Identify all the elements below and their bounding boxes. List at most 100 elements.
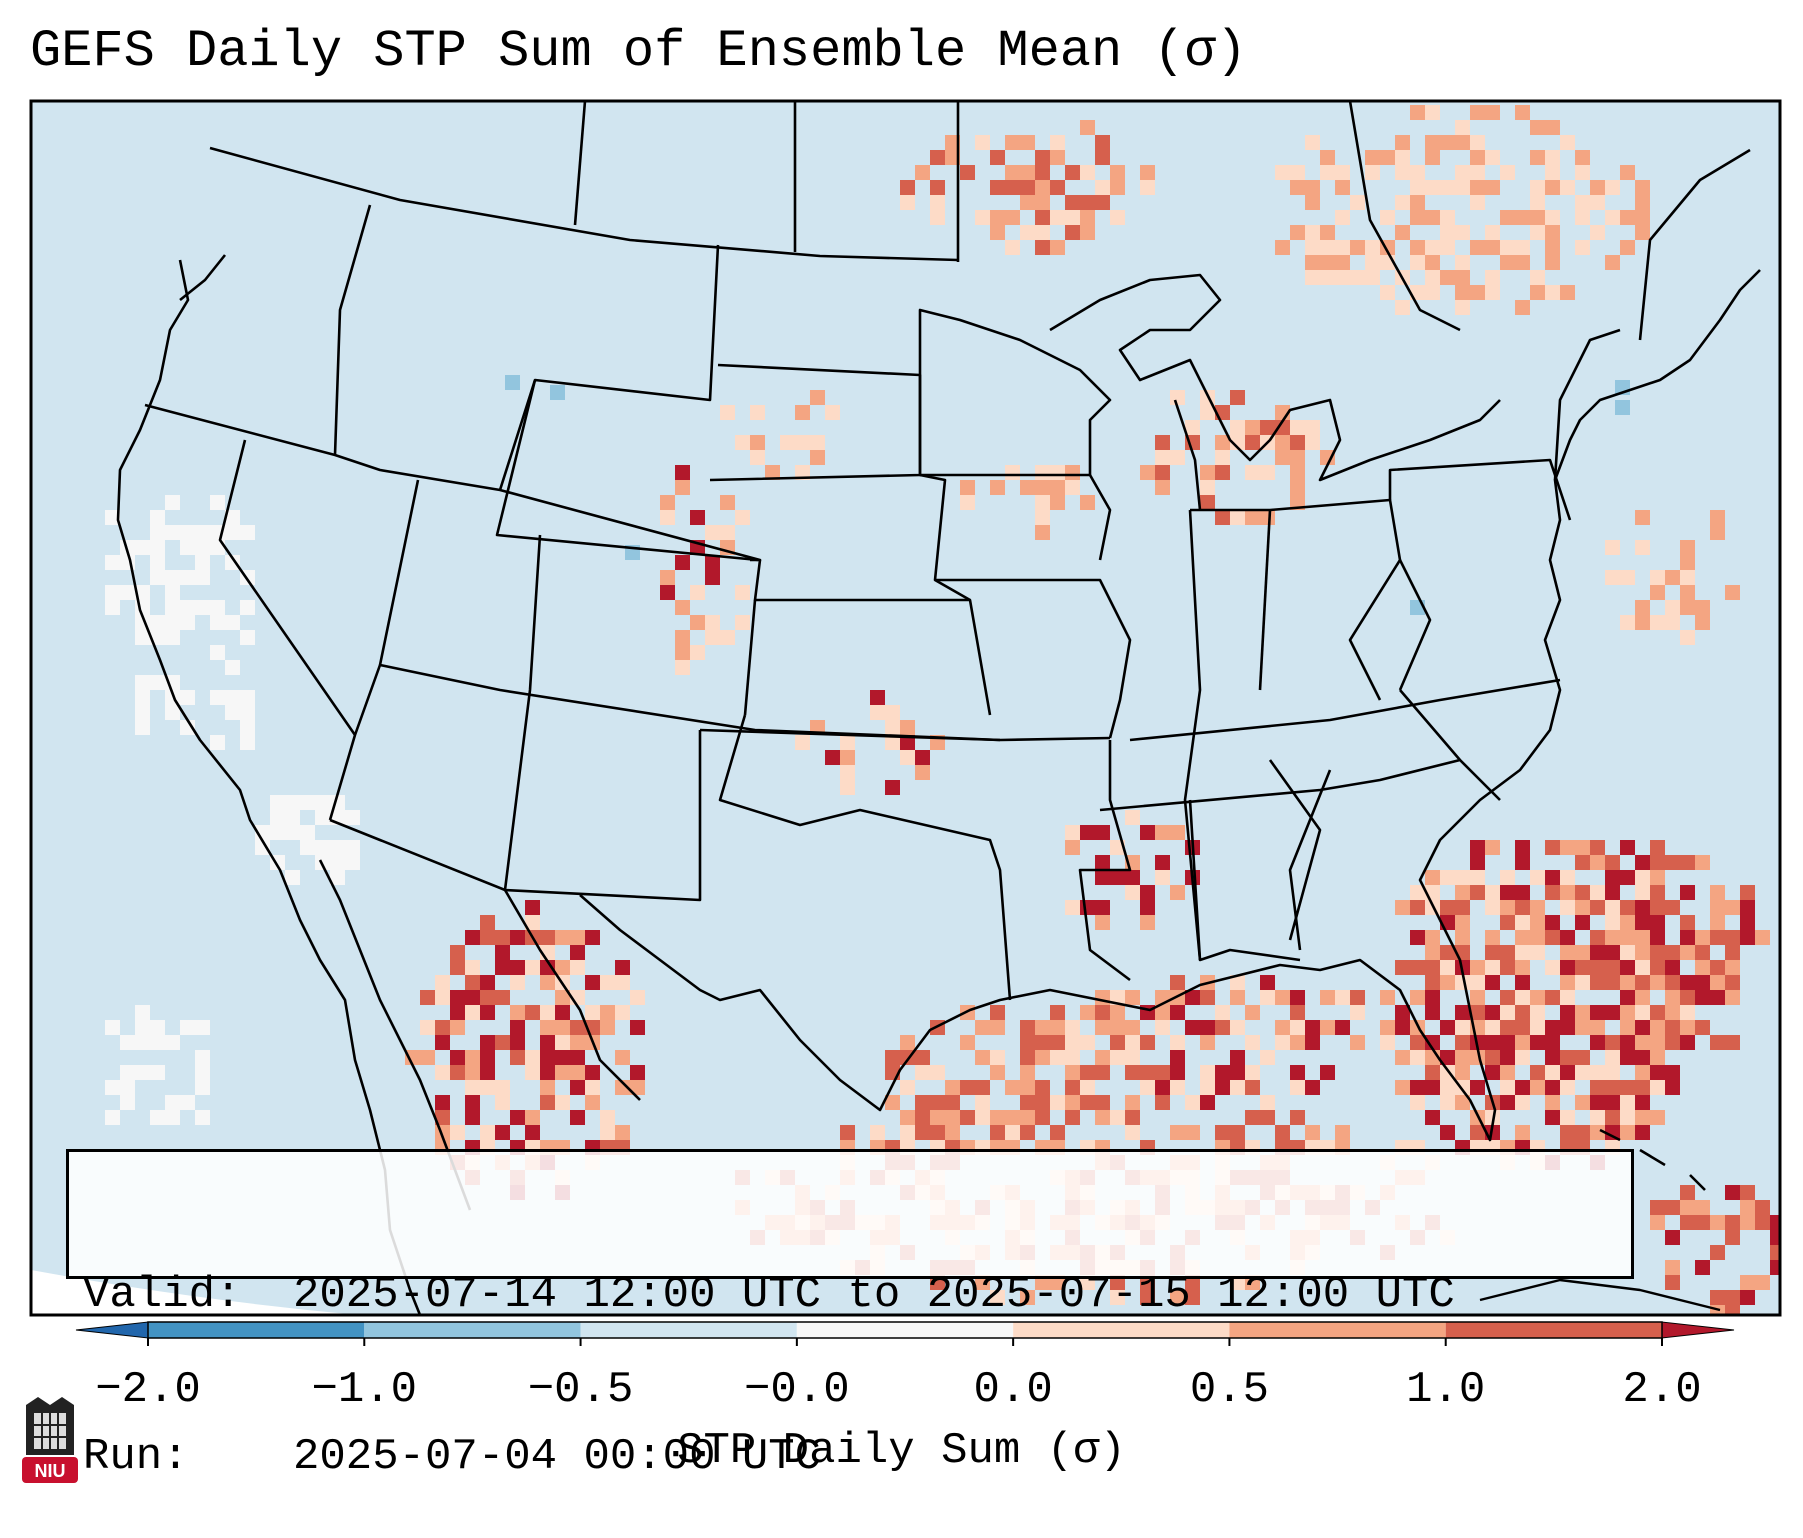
anomaly-cell (1035, 165, 1050, 180)
anomaly-cell (1485, 270, 1500, 285)
anomaly-cell (1485, 225, 1500, 240)
anomaly-cell (315, 795, 330, 810)
anomaly-cell (1155, 1065, 1170, 1080)
anomaly-cell (1200, 1065, 1215, 1080)
anomaly-cell (675, 630, 690, 645)
anomaly-cell (1680, 915, 1695, 930)
anomaly-cell (1065, 1080, 1080, 1095)
anomaly-cell (1410, 255, 1425, 270)
anomaly-cell (1590, 1080, 1605, 1095)
anomaly-cell (990, 1290, 1005, 1305)
anomaly-cell (1320, 1065, 1335, 1080)
anomaly-cell (1545, 165, 1560, 180)
anomaly-cell (495, 1095, 510, 1110)
anomaly-cell (750, 405, 765, 420)
anomaly-cell (1170, 450, 1185, 465)
anomaly-cell (480, 1125, 495, 1140)
anomaly-cell (1020, 180, 1035, 195)
anomaly-cell (195, 555, 210, 570)
anomaly-cell (1695, 945, 1710, 960)
anomaly-cell (1515, 975, 1530, 990)
anomaly-cell (1020, 1110, 1035, 1125)
anomaly-cell (1770, 1230, 1780, 1245)
anomaly-cell (450, 960, 465, 975)
anomaly-cell (1275, 240, 1290, 255)
anomaly-cell (840, 750, 855, 765)
anomaly-cell (1425, 975, 1440, 990)
anomaly-cell (1515, 1095, 1530, 1110)
anomaly-cell (300, 840, 315, 855)
anomaly-cell (330, 870, 345, 885)
anomaly-cell (345, 840, 360, 855)
anomaly-cell (1770, 1215, 1780, 1230)
anomaly-cell (300, 825, 315, 840)
anomaly-cell (1665, 615, 1680, 630)
anomaly-cell (1515, 960, 1530, 975)
anomaly-cell (1095, 1005, 1110, 1020)
anomaly-cell (1110, 1110, 1125, 1125)
anomaly-cell (1020, 1050, 1035, 1065)
anomaly-cell (450, 945, 465, 960)
anomaly-cell (1620, 1110, 1635, 1125)
anomaly-cell (1470, 960, 1485, 975)
anomaly-field-layer (105, 105, 1780, 1315)
anomaly-cell (990, 480, 1005, 495)
anomaly-cell (1545, 120, 1560, 135)
anomaly-cell (1425, 1035, 1440, 1050)
anomaly-cell (135, 690, 150, 705)
anomaly-cell (1695, 990, 1710, 1005)
anomaly-cell (1095, 1065, 1110, 1080)
anomaly-cell (180, 1020, 195, 1035)
anomaly-cell (1530, 945, 1545, 960)
anomaly-cell (1545, 225, 1560, 240)
anomaly-cell (1515, 930, 1530, 945)
anomaly-cell (1560, 180, 1575, 195)
anomaly-cell (750, 450, 765, 465)
anomaly-cell (1485, 240, 1500, 255)
anomaly-cell (1770, 1260, 1780, 1275)
anomaly-cell (165, 585, 180, 600)
anomaly-cell (1440, 945, 1455, 960)
anomaly-cell (1080, 1065, 1095, 1080)
anomaly-cell (705, 630, 720, 645)
anomaly-cell (1725, 1290, 1740, 1305)
anomaly-cell (1485, 180, 1500, 195)
anomaly-cell (1440, 975, 1455, 990)
anomaly-cell (1515, 885, 1530, 900)
anomaly-cell (285, 795, 300, 810)
anomaly-cell (1440, 210, 1455, 225)
anomaly-cell (1320, 270, 1335, 285)
anomaly-cell (990, 210, 1005, 225)
anomaly-cell (1605, 960, 1620, 975)
anomaly-cell (1710, 510, 1725, 525)
anomaly-cell (1680, 630, 1695, 645)
anomaly-cell (1425, 1065, 1440, 1080)
anomaly-cell (1020, 1290, 1035, 1305)
anomaly-cell (1410, 1050, 1425, 1065)
anomaly-cell (165, 525, 180, 540)
anomaly-cell (1305, 1125, 1320, 1140)
anomaly-cell (495, 1035, 510, 1050)
anomaly-cell (165, 1095, 180, 1110)
anomaly-cell (1170, 1080, 1185, 1095)
anomaly-cell (1395, 960, 1410, 975)
anomaly-cell (930, 180, 945, 195)
anomaly-cell (150, 1110, 165, 1125)
anomaly-cell (1290, 1065, 1305, 1080)
anomaly-cell (150, 1035, 165, 1050)
anomaly-cell (180, 540, 195, 555)
anomaly-cell (285, 825, 300, 840)
anomaly-cell (1710, 1290, 1725, 1305)
anomaly-cell (1275, 1035, 1290, 1050)
anomaly-cell (1500, 1080, 1515, 1095)
anomaly-cell (180, 1095, 195, 1110)
chart-title: GEFS Daily STP Sum of Ensemble Mean (σ) (30, 22, 1247, 81)
anomaly-cell (1455, 270, 1470, 285)
anomaly-cell (1350, 990, 1365, 1005)
anomaly-cell (1560, 1005, 1575, 1020)
anomaly-cell (1605, 870, 1620, 885)
anomaly-cell (735, 585, 750, 600)
anomaly-cell (1635, 615, 1650, 630)
anomaly-cell (1440, 1050, 1455, 1065)
anomaly-cell (555, 1050, 570, 1065)
